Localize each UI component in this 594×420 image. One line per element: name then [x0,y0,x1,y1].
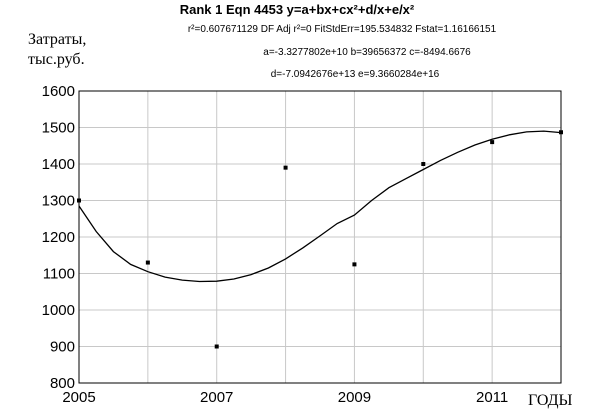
x-tick-label-2005: 2005 [62,389,95,406]
y-tick-label-1300: 1300 [42,193,75,210]
y-tick-label-1400: 1400 [42,156,75,173]
y-axis-label-line2: тыс.руб. [28,51,85,68]
data-point-2012 [559,130,563,135]
y-tick-label-1200: 1200 [42,229,75,246]
data-point-2006 [145,260,150,265]
x-tick-label-2007: 2007 [200,389,233,406]
fit-parameters-de: d=-7.0942676e+13 e=9.3660284e+16 [270,69,440,80]
data-point-2005 [77,198,81,203]
y-tick-label-1100: 1100 [43,266,75,283]
data-point-2011 [490,140,495,145]
chart-title: Rank 1 Eqn 4453 y=a+bx+cx²+d/x+e/x² [179,2,415,17]
y-axis-label-line1: Затраты, [28,31,87,48]
y-tick-label-900: 900 [50,339,75,356]
y-axis-label: Затраты, тыс.руб. [28,30,86,70]
y-tick-label-800: 800 [50,375,75,392]
data-point-2007 [214,344,219,349]
fit-parameters-abc: a=-3.3277802e+10 b=39656372 c=-8494.6676 [263,47,471,58]
x-axis-label: ГОДЫ [528,392,573,409]
y-tick-label-1600: 1600 [42,83,75,100]
data-point-2008 [283,165,288,170]
x-tick-label-2011: 2011 [476,389,508,406]
y-tick-label-1000: 1000 [42,302,75,319]
fit-curve-line [78,130,562,283]
y-tick-label-1500: 1500 [42,120,75,137]
data-point-2010 [421,162,426,166]
x-tick-label-2009: 2009 [338,389,371,406]
data-point-2009 [352,262,357,267]
plot-frame [78,90,562,384]
fit-statistics: r²=0.607671129 DF Adj r²=0 FitStdErr=195… [187,24,497,35]
